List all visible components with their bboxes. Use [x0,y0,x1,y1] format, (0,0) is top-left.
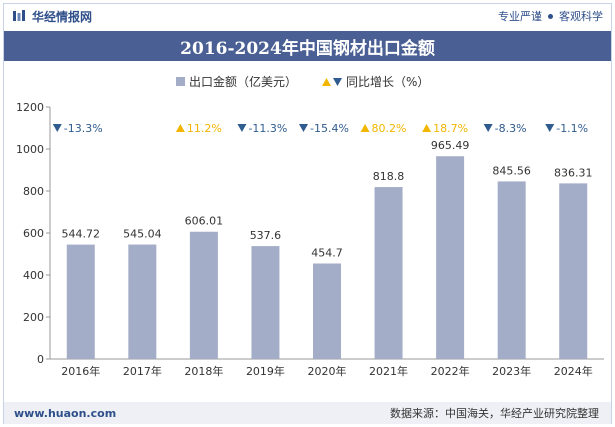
slogan-right: 客观科学 [559,10,603,23]
growth-up-triangle-icon [360,124,370,132]
bar-value-label: 845.56 [492,164,531,177]
y-tick-label: 0 [37,353,44,366]
brand-logo-icon [13,10,25,21]
growth-label: 80.2% [372,122,407,135]
legend-label-amount: 出口金额（亿美元） [189,74,297,89]
bar-value-label: 544.72 [62,228,101,241]
legend-label-growth: 同比增长（%） [346,75,429,89]
bar-value-label: 454.7 [311,247,343,260]
growth-down-triangle-icon [545,124,555,132]
slogan: 专业严谨 客观科学 [498,8,603,24]
growth-down-triangle-icon [52,124,62,132]
growth-down-triangle-icon [299,124,308,132]
growth-down-triangle-icon [237,124,247,132]
growth-up-triangle-icon [175,124,185,132]
chart-title: 2016-2024年中国钢材出口金额 [4,31,611,61]
growth-down-triangle-icon [483,124,493,132]
bar-value-label: 836.31 [554,166,593,179]
brand: 华经情报网 [12,8,92,25]
bar-value-label: 537.6 [250,229,282,242]
growth-label: 11.2% [187,122,222,135]
chart-frame: 华经情报网 专业严谨 客观科学 2016-2024年中国钢材出口金额 0 200 4… [3,3,612,424]
bar [374,187,403,359]
growth-up-triangle-icon [422,124,432,132]
bar-value-label: 606.01 [185,215,224,228]
y-tick-label: 200 [23,311,44,324]
x-tick-label: 2023年 [492,364,531,378]
legend-down-triangle-icon [333,78,342,86]
x-tick-label: 2017年 [123,364,162,378]
x-tick-label: 2018年 [184,364,223,378]
x-tick-label: 2021年 [369,364,408,378]
footer-source: 数据来源：中国海关，华经产业研究院整理 [390,407,599,420]
bar [497,181,526,359]
y-tick-label: 600 [23,227,44,240]
bar [66,244,95,359]
bar [313,263,341,359]
slogan-left: 专业严谨 [498,10,542,23]
brand-name: 华经情报网 [32,9,93,24]
footer-url[interactable]: www.huaon.com [14,406,117,420]
growth-label: -11.3% [248,122,287,135]
bar [128,244,157,359]
growth-label: 18.7% [433,122,468,135]
bar [559,183,588,359]
legend-bar-swatch [176,77,185,86]
growth-label: -8.3% [495,122,527,135]
chart-plot: 0 200 400 600 800 1000 1200 出口金额（亿美元） 同比增长（%） 544… [16,74,604,378]
bar [436,156,465,359]
x-tick-label: 2019年 [246,364,285,378]
legend-up-triangle-icon [322,78,331,86]
bar-value-label: 545.04 [123,228,162,241]
slogan-dot-icon [548,13,553,19]
x-tick-label: 2020年 [308,364,347,378]
footer: www.huaon.com 数据来源：中国海关，华经产业研究院整理 [4,402,611,424]
x-tick-label: 2016年 [61,364,100,378]
bar-value-label: 818.8 [373,170,405,183]
x-tick-label: 2022年 [431,364,470,378]
growth-label: -13.3% [64,122,103,135]
y-tick-label: 1000 [16,143,44,156]
bar-value-label: 965.49 [431,139,470,152]
y-tick-label: 800 [23,185,44,198]
bar [251,246,280,359]
growth-label: -15.4% [310,122,349,135]
x-tick-label: 2024年 [554,364,593,378]
growth-label: -1.1% [556,122,588,135]
y-tick-label: 1200 [16,101,44,114]
bar [189,231,218,359]
top-bar: 华经情报网 专业严谨 客观科学 [4,4,611,28]
y-tick-label: 400 [23,269,44,282]
